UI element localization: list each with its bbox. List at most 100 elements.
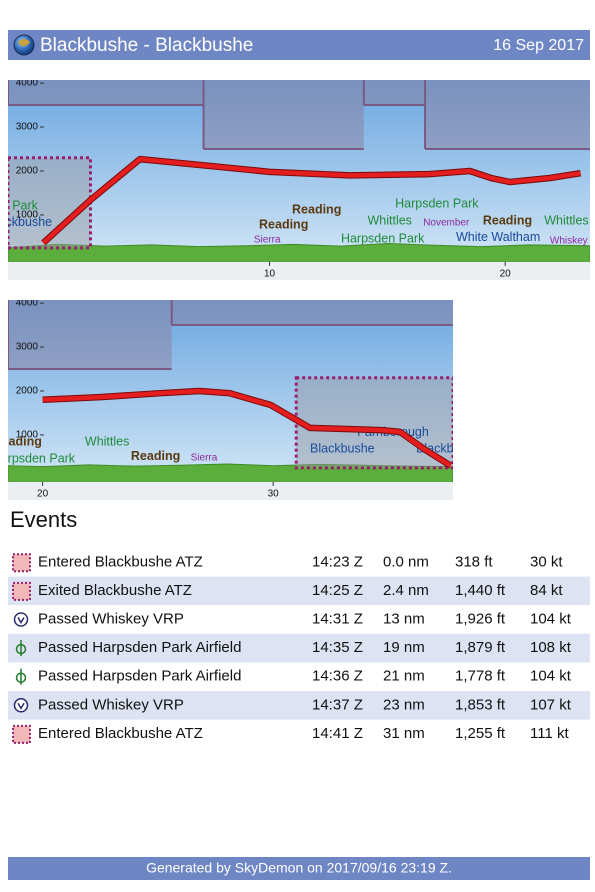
row-bg bbox=[8, 691, 590, 720]
waypoint-label: Sierra bbox=[191, 452, 218, 463]
event-cell: 14:37 Z bbox=[312, 696, 363, 713]
waypoint-label: Whiskey bbox=[550, 236, 588, 247]
icon-vrp-v bbox=[17, 702, 25, 710]
header-title: Blackbushe - Blackbushe bbox=[40, 35, 253, 56]
waypoint-label: Reading bbox=[259, 217, 308, 231]
header-bar bbox=[8, 30, 590, 60]
row-bg bbox=[8, 576, 590, 606]
event-cell: 107 kt bbox=[530, 696, 572, 713]
airspace bbox=[363, 80, 426, 106]
x-tick-label: 20 bbox=[500, 269, 512, 280]
waypoint-label: Reading bbox=[131, 449, 180, 463]
y-tick-label: 2000 bbox=[16, 166, 39, 177]
icon-atz bbox=[12, 724, 31, 744]
y-tick-label: 2000 bbox=[16, 386, 39, 397]
event-cell: 30 kt bbox=[530, 553, 563, 570]
icon-atz bbox=[12, 553, 31, 573]
event-cell: 19 nm bbox=[383, 639, 425, 656]
header-date: 16 Sep 2017 bbox=[493, 37, 584, 54]
event-cell: 14:23 Z bbox=[312, 553, 363, 570]
footer-bar bbox=[8, 857, 590, 880]
altitude-line bbox=[41, 156, 581, 245]
event-cell: 1,879 ft bbox=[455, 639, 506, 656]
x-tick-label: 20 bbox=[37, 489, 49, 500]
event-cell: 111 kt bbox=[530, 725, 569, 742]
event-name: Passed Harpsden Park Airfield bbox=[38, 668, 241, 685]
waypoint-label: White Waltham bbox=[456, 230, 540, 244]
profile-chart: WhittlesReadingHarpsden ParkReadingSierr… bbox=[0, 298, 453, 500]
event-cell: 1,778 ft bbox=[455, 668, 506, 685]
waypoint-label: Whittles bbox=[367, 213, 411, 227]
waypoint-label: Reading bbox=[483, 213, 532, 227]
y-tick-label: 1000 bbox=[16, 210, 39, 221]
terrain bbox=[8, 463, 453, 483]
waypoint-label: Whittles bbox=[544, 213, 588, 227]
airspace bbox=[8, 300, 172, 370]
y-tick-label: 1000 bbox=[16, 430, 39, 441]
waypoint-label: Harpsden Park bbox=[0, 198, 39, 212]
x-tick-label: 30 bbox=[268, 489, 280, 500]
event-cell: 108 kt bbox=[530, 639, 572, 656]
icon-vrp bbox=[13, 698, 29, 713]
event-cell: 318 ft bbox=[455, 553, 493, 570]
app-icon-land bbox=[18, 39, 30, 46]
airspace bbox=[425, 80, 590, 150]
event-cell: 2.4 nm bbox=[383, 582, 429, 599]
airspace bbox=[8, 80, 204, 106]
event-cell: 23 nm bbox=[383, 696, 425, 713]
icon-vrp-v bbox=[17, 617, 25, 624]
row-bg bbox=[8, 633, 590, 663]
y-tick-label: 3000 bbox=[16, 342, 39, 353]
waypoint-label: Sierra bbox=[254, 235, 281, 246]
event-cell: 31 nm bbox=[383, 725, 425, 742]
terrain bbox=[8, 243, 590, 263]
event-cell: 14:35 Z bbox=[312, 639, 363, 656]
icon-vrp bbox=[13, 612, 29, 627]
waypoint-label: Reading bbox=[0, 434, 42, 448]
event-cell: 104 kt bbox=[530, 668, 572, 685]
axis-strip bbox=[8, 261, 590, 280]
waypoint-label: Whittles bbox=[85, 434, 129, 448]
event-cell: 1,926 ft bbox=[455, 610, 506, 627]
event-cell: 1,440 ft bbox=[455, 582, 506, 599]
event-cell: 13 nm bbox=[383, 610, 425, 627]
event-name: Entered Blackbushe ATZ bbox=[38, 553, 203, 570]
waypoint-label: Harpsden Park bbox=[341, 231, 425, 245]
event-cell: 14:31 Z bbox=[312, 610, 363, 627]
event-name: Passed Whiskey VRP bbox=[38, 610, 184, 627]
waypoint-label: Blackbushe bbox=[0, 215, 52, 229]
event-cell: 21 nm bbox=[383, 668, 425, 685]
waypoint-label: Harpsden Park bbox=[395, 196, 479, 210]
event-name: Passed Harpsden Park Airfield bbox=[38, 639, 241, 656]
y-tick-label: 4000 bbox=[16, 78, 39, 89]
event-name: Exited Blackbushe ATZ bbox=[38, 582, 192, 599]
waypoint-label: Blackbushe bbox=[310, 441, 375, 455]
y-tick-label: 4000 bbox=[16, 298, 39, 309]
footer-text: Generated by SkyDemon on 2017/09/16 23:1… bbox=[146, 860, 452, 876]
event-cell: 1,255 ft bbox=[455, 725, 506, 742]
event-cell: 14:41 Z bbox=[312, 725, 363, 742]
x-tick-label: 10 bbox=[264, 269, 276, 280]
airspace bbox=[203, 80, 364, 150]
icon-atz bbox=[12, 581, 31, 601]
waypoint-label: Harpsden Park bbox=[0, 451, 76, 465]
altitude-line bbox=[42, 388, 452, 468]
event-name: Passed Whiskey VRP bbox=[38, 696, 184, 713]
event-name: Entered Blackbushe ATZ bbox=[38, 725, 203, 742]
event-cell: 0.0 nm bbox=[383, 553, 429, 570]
event-cell: 14:36 Z bbox=[312, 668, 363, 685]
event-cell: 14:25 Z bbox=[312, 582, 363, 599]
events-title: Events bbox=[10, 507, 77, 532]
waypoint-label: November bbox=[423, 217, 470, 228]
event-cell: 104 kt bbox=[530, 610, 572, 627]
airspace bbox=[171, 300, 453, 326]
event-cell: 1,853 ft bbox=[455, 696, 506, 713]
y-tick-label: 3000 bbox=[16, 122, 39, 133]
events-table: Entered Blackbushe ATZ 14:23 Z 0.0 nm 318 f… bbox=[8, 553, 590, 744]
event-cell: 84 kt bbox=[530, 582, 563, 599]
waypoint-label: Reading bbox=[292, 202, 341, 216]
